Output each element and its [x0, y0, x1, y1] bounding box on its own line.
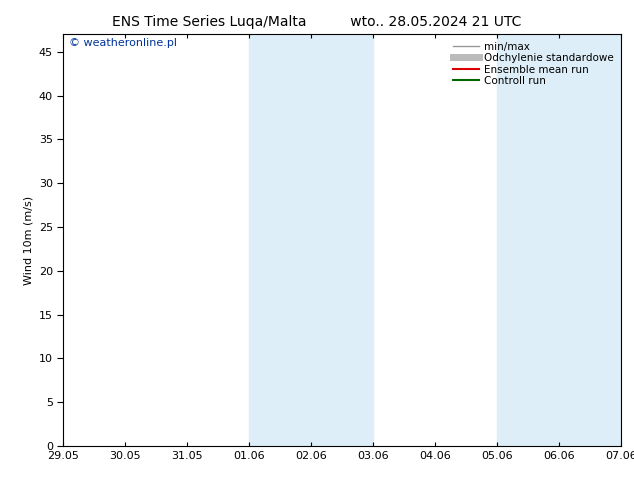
Bar — [249, 34, 373, 446]
Y-axis label: Wind 10m (m/s): Wind 10m (m/s) — [23, 196, 34, 285]
Bar — [497, 34, 621, 446]
Text: ENS Time Series Luqa/Malta          wto.. 28.05.2024 21 UTC: ENS Time Series Luqa/Malta wto.. 28.05.2… — [112, 15, 522, 29]
Text: © weatheronline.pl: © weatheronline.pl — [69, 38, 177, 49]
Legend: min/max, Odchylenie standardowe, Ensemble mean run, Controll run: min/max, Odchylenie standardowe, Ensembl… — [451, 40, 616, 88]
